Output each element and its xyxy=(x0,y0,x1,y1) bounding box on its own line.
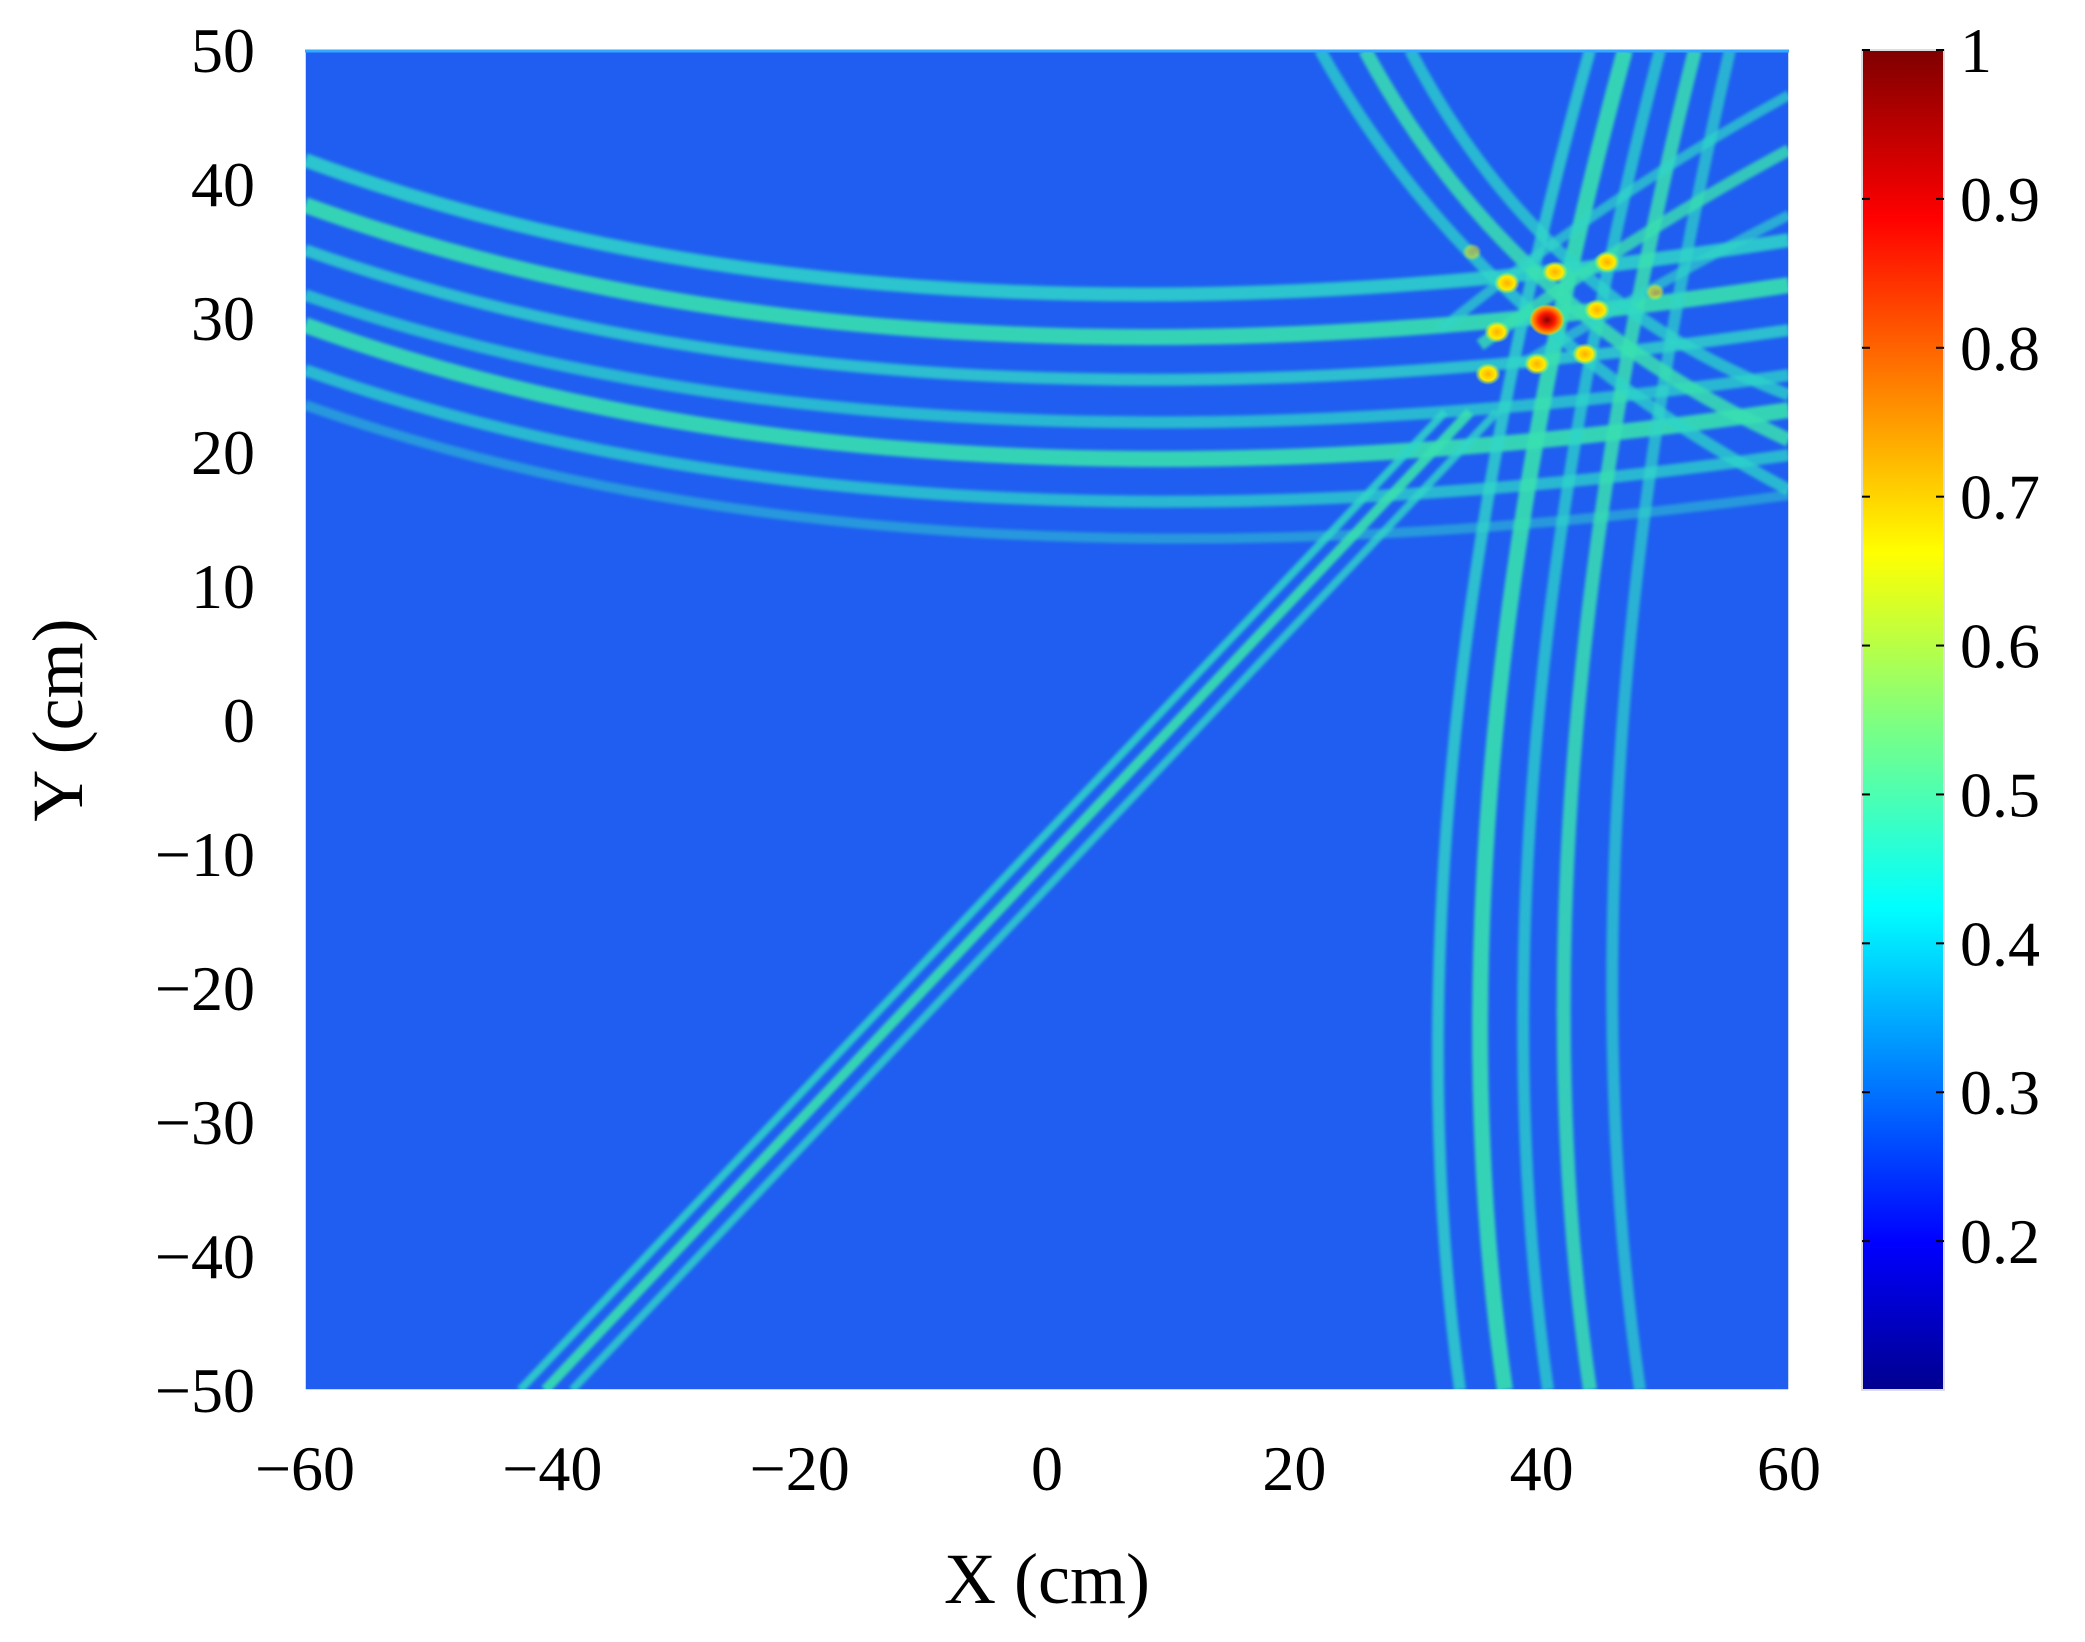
band-vertical-4 xyxy=(1556,50,1702,1390)
band-descending-2 xyxy=(1358,50,1789,447)
x-tick-label: 0 xyxy=(1031,1433,1063,1504)
focus-spot xyxy=(1645,283,1665,301)
x-axis-label: X (cm) xyxy=(944,1539,1150,1619)
focus-spot xyxy=(1494,272,1520,294)
y-tick-label: −10 xyxy=(155,819,255,890)
y-tick-label: −40 xyxy=(155,1221,255,1292)
colorbar-tick-label: 0.6 xyxy=(1960,611,2040,682)
focus-spot xyxy=(1484,321,1510,343)
y-tick-label: 0 xyxy=(223,685,255,756)
y-tick-label: −30 xyxy=(155,1087,255,1158)
focus-spot xyxy=(1594,251,1620,273)
band-diagonal-2 xyxy=(541,408,1474,1390)
y-tick-label: 40 xyxy=(191,149,255,220)
band-descending-1 xyxy=(1314,50,1789,496)
x-tick-label: −60 xyxy=(255,1433,355,1504)
colorbar-tick-label: 0.2 xyxy=(1960,1206,2040,1277)
x-tick-label: 60 xyxy=(1757,1433,1821,1504)
band-rising-3 xyxy=(1517,210,1789,370)
x-tick-label: −40 xyxy=(502,1433,602,1504)
x-tick-label: 20 xyxy=(1262,1433,1326,1504)
colorbar-ticks: 1 0.9 0.8 0.7 0.6 0.5 0.4 0.3 0.2 xyxy=(1862,15,2040,1277)
y-axis-ticks: 50 40 30 20 10 0 −10 −20 −30 −40 −50 xyxy=(155,15,255,1426)
band-rising-1 xyxy=(1436,90,1789,334)
heatmap-bands xyxy=(305,50,1789,1390)
y-tick-label: −20 xyxy=(155,953,255,1024)
y-tick-label: −50 xyxy=(155,1355,255,1426)
colorbar-tick-label: 0.4 xyxy=(1960,908,2040,979)
y-tick-label: 10 xyxy=(191,551,255,622)
x-tick-label: 40 xyxy=(1510,1433,1574,1504)
focus-spots xyxy=(1462,243,1665,385)
focus-spot xyxy=(1584,299,1610,321)
focus-spot xyxy=(1462,243,1482,261)
colorbar-tick-label: 0.3 xyxy=(1960,1057,2040,1128)
x-tick-label: −20 xyxy=(750,1433,850,1504)
x-axis-ticks: −60 −40 −20 0 20 40 60 xyxy=(255,1433,1821,1504)
focus-spot xyxy=(1475,363,1501,385)
colorbar-tick-label: 0.7 xyxy=(1960,462,2040,533)
band-descending-3 xyxy=(1404,50,1789,401)
y-tick-label: 30 xyxy=(191,283,255,354)
colorbar xyxy=(1861,49,1945,1391)
focus-spot xyxy=(1542,261,1568,283)
focus-peak xyxy=(1529,304,1565,336)
focus-spot xyxy=(1524,353,1550,375)
colorbar-tick-label: 0.5 xyxy=(1960,759,2040,830)
colorbar-tick-label: 0.9 xyxy=(1960,164,2040,235)
band-diagonal-1 xyxy=(517,409,1448,1390)
y-tick-label: 20 xyxy=(191,417,255,488)
band-upper-4 xyxy=(305,289,1789,429)
colorbar-tick-label: 1 xyxy=(1960,15,1992,86)
band-diagonal-3 xyxy=(569,409,1500,1390)
focus-spot xyxy=(1572,343,1598,365)
band-rising-2 xyxy=(1476,144,1789,350)
y-axis-label: Y (cm) xyxy=(18,618,98,821)
colorbar-tick-label: 0.8 xyxy=(1960,313,2040,384)
y-tick-label: 50 xyxy=(191,15,255,86)
